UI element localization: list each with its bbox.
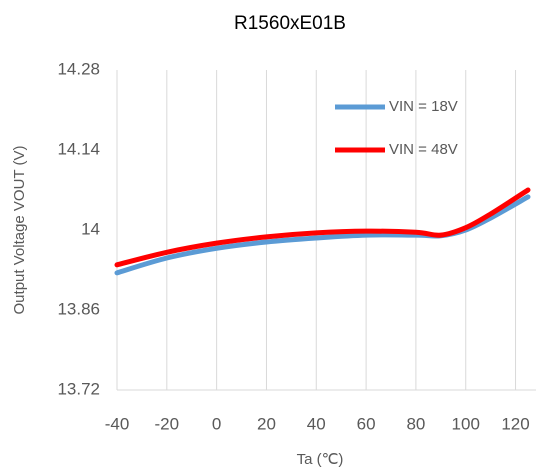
series-line <box>114 187 531 268</box>
legend-label: VIN = 18V <box>389 98 458 115</box>
legend-label: VIN = 48V <box>389 141 458 158</box>
x-tick-label: 0 <box>212 414 221 433</box>
y-tick-label: 14.14 <box>57 139 100 158</box>
series-line <box>114 194 531 276</box>
chart-title: R1560xE01B <box>234 13 346 34</box>
y-tick-label: 13.86 <box>57 299 100 318</box>
x-tick-label: 100 <box>452 414 480 433</box>
x-tick-label: -20 <box>155 414 180 433</box>
y-tick-label: 13.72 <box>57 379 100 398</box>
y-axis-label: Output Voltage VOUT (V) <box>11 146 28 315</box>
y-tick-label: 14.28 <box>57 59 100 78</box>
x-axis-label: Ta (℃) <box>297 451 344 468</box>
y-tick-label: 14 <box>81 219 100 238</box>
x-tick-label: 20 <box>257 414 276 433</box>
x-tick-label: 40 <box>307 414 326 433</box>
x-tick-label: 80 <box>406 414 425 433</box>
x-tick-label: -40 <box>105 414 130 433</box>
x-tick-label: 60 <box>357 414 376 433</box>
x-tick-label: 120 <box>501 414 529 433</box>
